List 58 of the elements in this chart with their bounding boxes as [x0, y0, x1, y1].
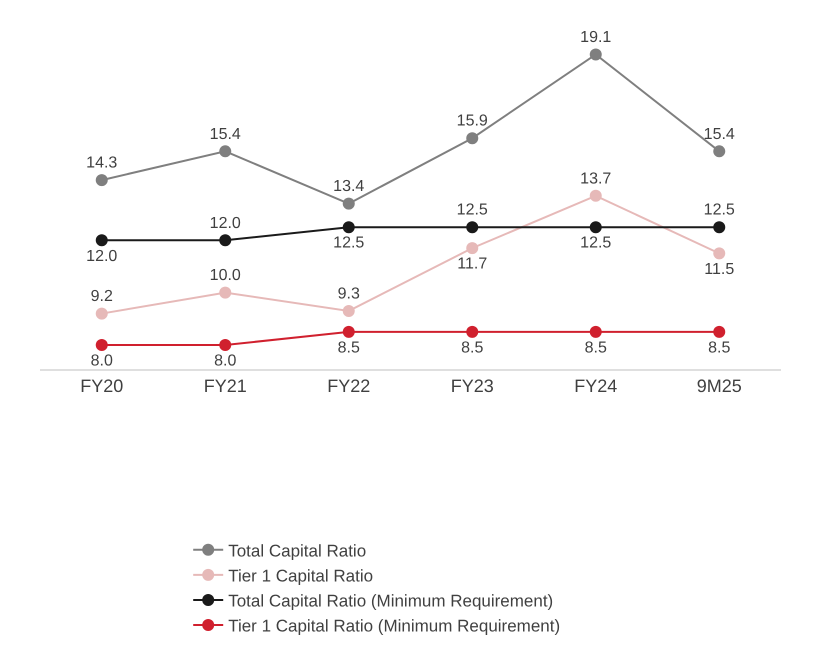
data-label: 8.5 — [584, 339, 607, 356]
x-tick-label: FY21 — [204, 376, 247, 396]
x-tick-label: FY22 — [327, 376, 370, 396]
point — [713, 326, 726, 338]
data-label: 19.1 — [580, 28, 612, 46]
point — [96, 234, 108, 246]
point — [713, 145, 726, 158]
data-label: 8.0 — [214, 352, 236, 370]
data-label: 8.5 — [461, 339, 484, 356]
point — [219, 338, 232, 351]
data-label: 12.5 — [580, 234, 612, 252]
point — [342, 326, 355, 338]
point — [466, 326, 478, 338]
point — [342, 221, 355, 234]
x-tick-label: FY24 — [574, 376, 618, 396]
data-label: 12.5 — [456, 202, 488, 219]
data-label: 12.5 — [333, 234, 364, 252]
legend-label: Tier 1 Capital Ratio — [228, 566, 374, 586]
data-label: 15.4 — [704, 126, 735, 143]
data-label: 12.0 — [210, 214, 241, 232]
point — [713, 221, 726, 234]
point — [590, 221, 602, 234]
data-label: 8.5 — [338, 339, 360, 356]
x-tick-label: 9M25 — [696, 376, 742, 396]
point — [590, 48, 602, 60]
point — [713, 247, 726, 260]
point — [96, 308, 108, 320]
x-tick-label: FY23 — [450, 376, 494, 396]
point — [466, 221, 478, 234]
data-label: 8.5 — [708, 339, 730, 356]
data-label: 12.5 — [704, 202, 735, 219]
data-label: 14.3 — [86, 154, 118, 172]
x-tick-label: FY20 — [80, 376, 124, 396]
legend-label: Total Capital Ratio — [228, 541, 366, 560]
legend-label: Total Capital Ratio (Minimum Requirement) — [228, 592, 554, 611]
data-label: 9.2 — [90, 288, 113, 306]
data-label: 12.0 — [86, 248, 118, 265]
point — [219, 145, 232, 158]
point — [590, 326, 602, 338]
data-label: 15.4 — [210, 126, 241, 143]
point — [96, 174, 108, 186]
point — [219, 286, 232, 299]
point — [219, 234, 232, 246]
point — [466, 242, 478, 254]
legend-label: Tier 1 Capital Ratio (Minimum Requirement) — [228, 616, 560, 636]
data-label: 13.4 — [333, 178, 364, 196]
data-label: 13.7 — [580, 170, 612, 188]
point — [96, 338, 108, 351]
data-label: 11.5 — [704, 260, 734, 278]
data-label: 9.3 — [338, 285, 360, 302]
point — [590, 190, 602, 202]
data-label: 8.0 — [90, 352, 113, 370]
data-label: 11.7 — [457, 256, 488, 273]
point — [342, 198, 355, 210]
data-label: 10.0 — [210, 267, 241, 284]
point — [342, 304, 355, 317]
data-label: 15.9 — [456, 112, 488, 130]
point — [466, 132, 478, 144]
